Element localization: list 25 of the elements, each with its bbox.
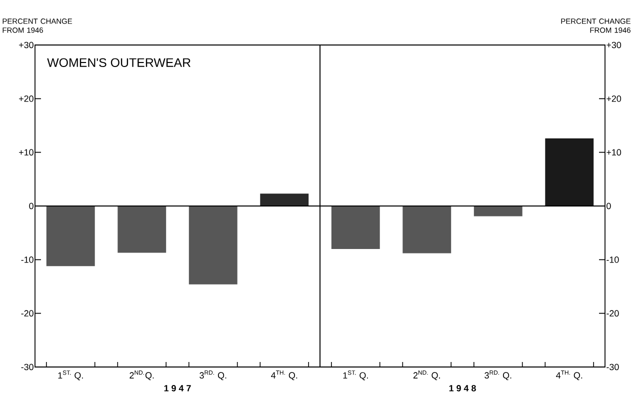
y-tick-label: +30	[19, 42, 34, 48]
y-tick-label: +30	[606, 42, 622, 48]
x-tick-label: 1$^{ST.}$ Q.	[343, 370, 368, 380]
y-tick-label: -10	[21, 256, 34, 263]
y-tick-label: +20	[19, 95, 34, 102]
y-tick-label: -30	[21, 364, 34, 370]
x-tick-label: 1$^{ST.}$ Q.	[58, 370, 83, 380]
x-axis-title: 1 9 4 7	[164, 385, 191, 392]
x-tick-label: 2$^{ND.}$Q.	[130, 370, 154, 380]
y-tick-label: +10	[606, 149, 622, 156]
y-tick-label: -10	[606, 256, 619, 263]
x-tick-label: 3$^{RD.}$ Q.	[200, 370, 226, 380]
y-tick-label: -20	[606, 310, 619, 317]
x-axis-title: 1 9 4 8	[449, 385, 476, 392]
y-tick-label: 0	[29, 202, 34, 210]
x-tick-label: 4$^{TH.}$ Q.	[556, 370, 582, 380]
x-tick-label: 3$^{RD.}$ Q.	[484, 370, 512, 380]
text: WOMEN'S OUTERWEAR	[47, 58, 190, 68]
y-tick-label: -30	[606, 364, 619, 370]
y-tick-label: +10	[19, 149, 34, 156]
x-tick-label: 4$^{TH.}$ Q.	[271, 370, 298, 380]
y-tick-label: +20	[606, 95, 622, 102]
y-tick-label: -20	[21, 310, 34, 317]
y-tick-label: 0	[606, 202, 611, 210]
x-tick-label: 2$^{ND.}$ Q.	[413, 370, 440, 380]
